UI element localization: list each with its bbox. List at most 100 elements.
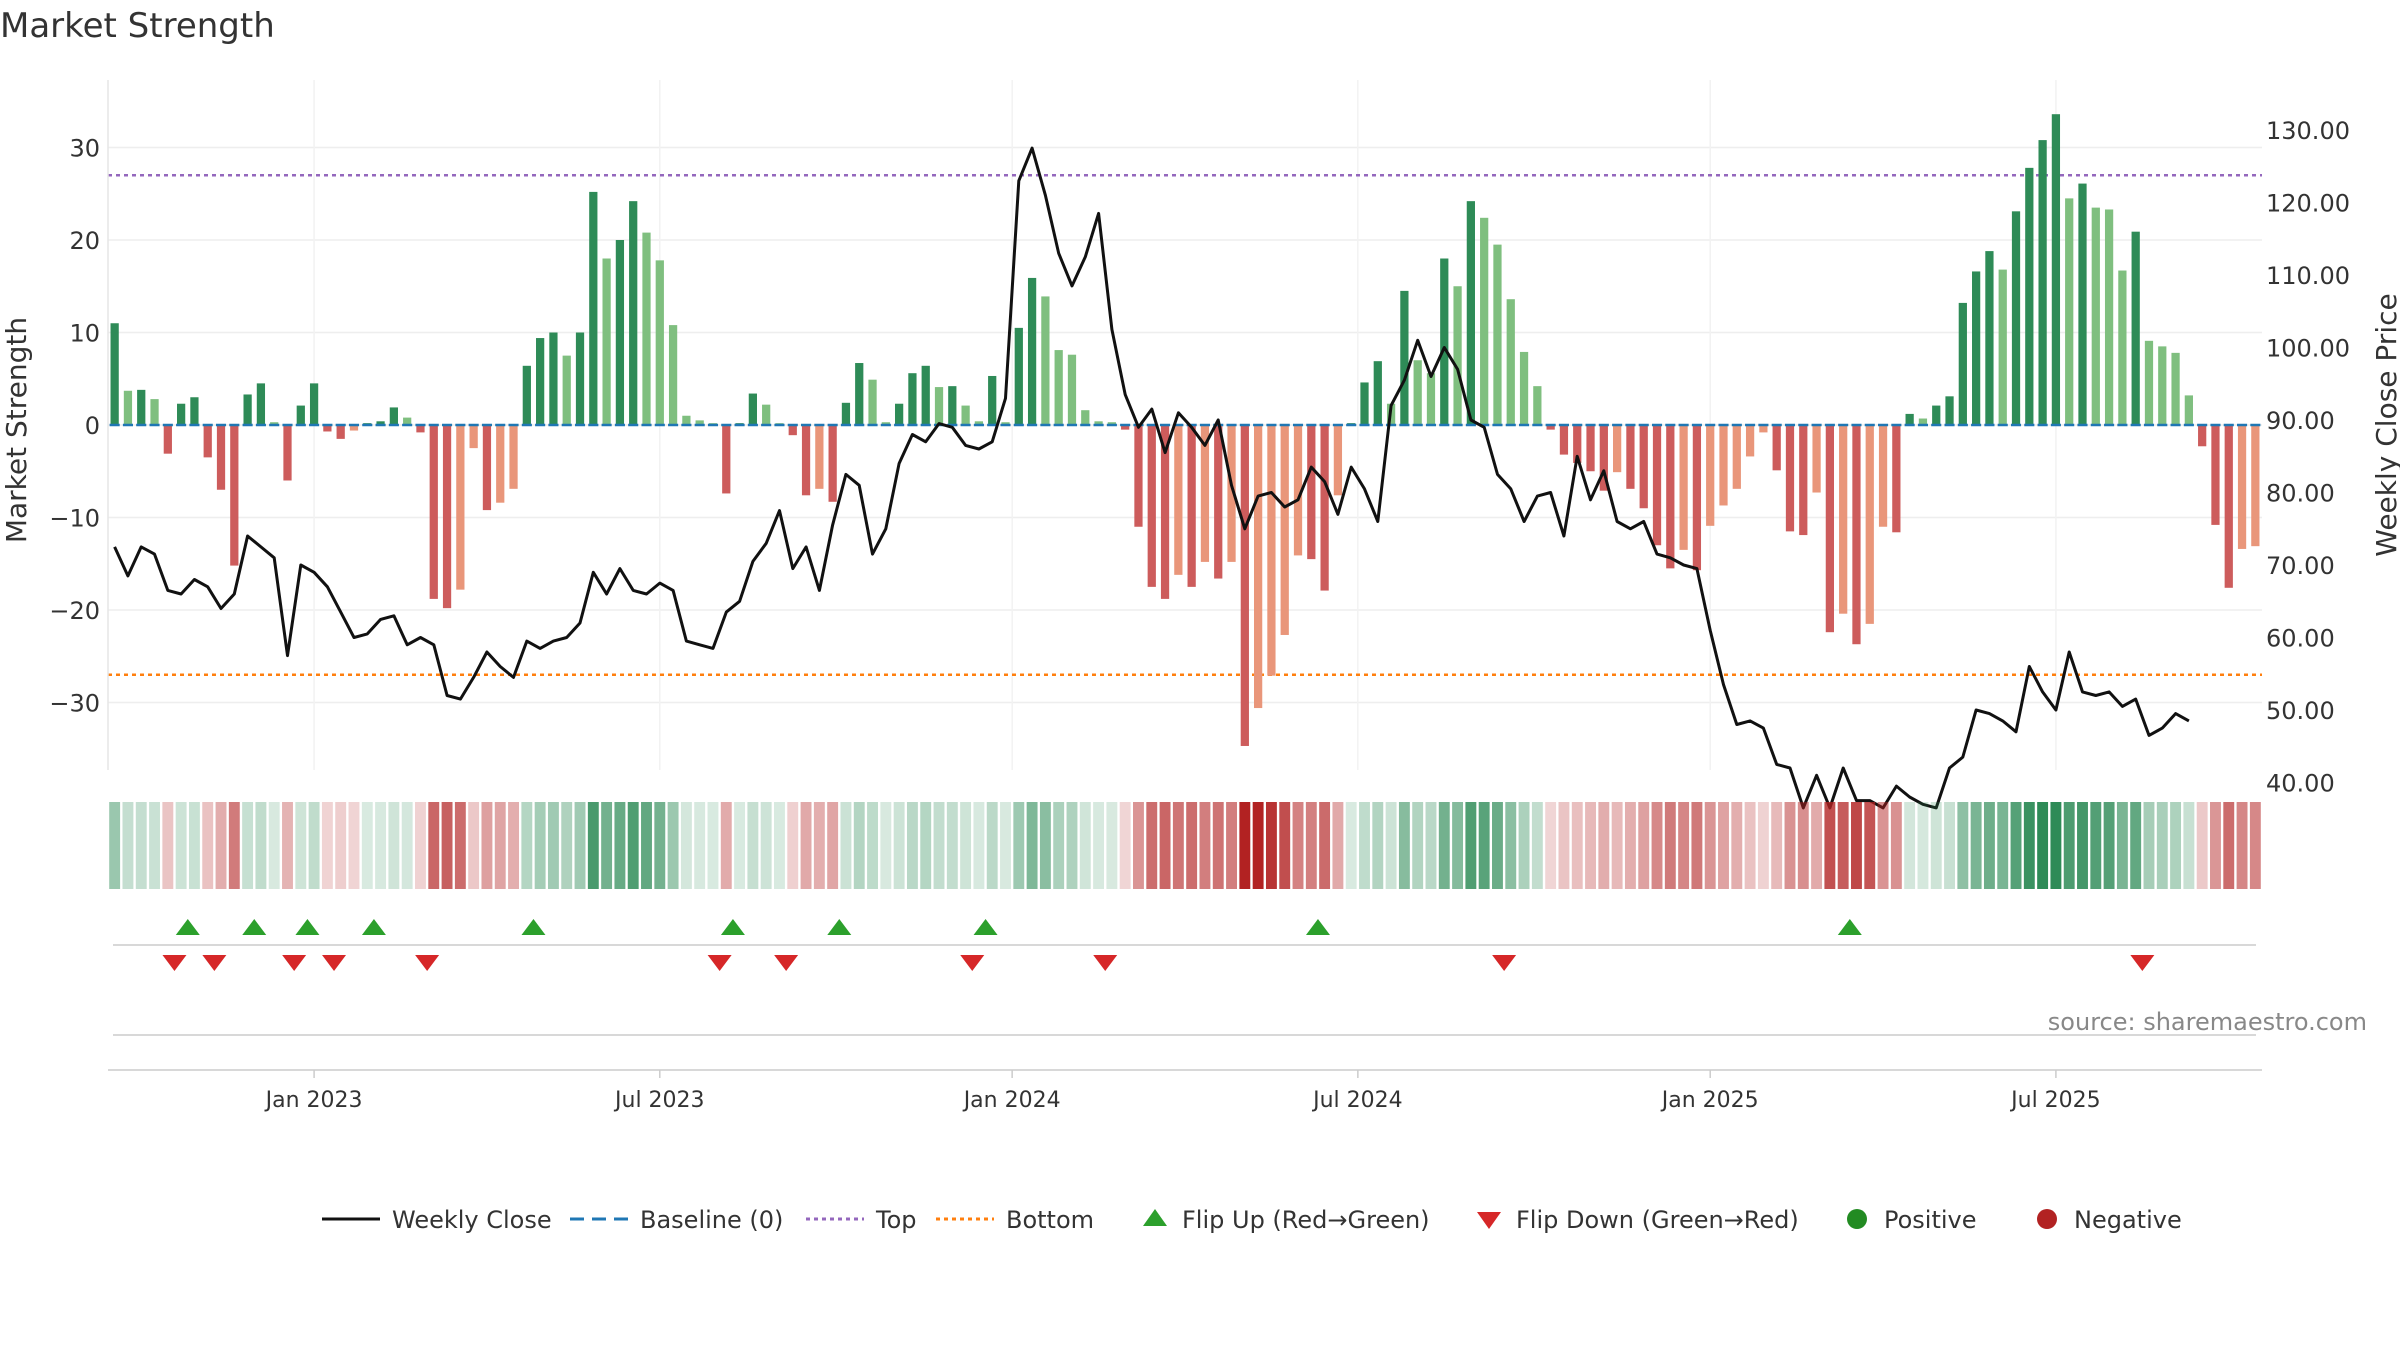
strength-bar	[1905, 413, 1914, 425]
strength-bar	[123, 390, 133, 425]
heat-cell	[1345, 802, 1357, 889]
flip-down-marker	[322, 955, 347, 971]
strength-bar	[1200, 425, 1210, 562]
heat-cell	[893, 802, 905, 889]
heat-cell	[401, 802, 413, 889]
legend-label: Baseline (0)	[640, 1206, 783, 1234]
heat-cell	[1159, 802, 1171, 889]
heat-cell	[1385, 802, 1397, 889]
heat-cell	[720, 802, 732, 889]
heat-cell	[973, 802, 985, 889]
heat-cell	[933, 802, 945, 889]
right-tick-label: 130.00	[2266, 117, 2350, 145]
heat-cell	[2130, 802, 2142, 889]
strength-bar	[1679, 425, 1688, 550]
right-tick-label: 120.00	[2266, 190, 2350, 218]
legend-swatch-flip-up	[1143, 1209, 1167, 1226]
heat-cell	[867, 802, 878, 889]
flip-down-marker	[1492, 955, 1517, 971]
heat-cell	[335, 802, 347, 889]
strength-bar	[868, 379, 877, 425]
heat-cell	[481, 802, 493, 889]
strength-bar	[2251, 425, 2260, 547]
heat-cell	[2023, 802, 2035, 889]
strength-bar	[270, 422, 279, 425]
heat-cell	[242, 802, 254, 889]
strength-bar	[1586, 425, 1595, 472]
flip-down-marker	[1093, 955, 1118, 971]
heat-cell	[1545, 802, 1557, 889]
flip-down-marker	[282, 955, 307, 971]
heat-cell	[388, 802, 400, 889]
strength-bar	[1652, 425, 1662, 546]
strength-bar	[2131, 231, 2140, 425]
strength-bar	[615, 240, 625, 425]
legend-label: Flip Up (Red→Green)	[1182, 1206, 1430, 1234]
strength-bar	[1745, 425, 1755, 457]
flip-down-marker	[202, 955, 227, 971]
heat-cell	[282, 802, 293, 889]
chart-title: Market Strength	[0, 6, 275, 46]
strength-bar	[549, 332, 558, 425]
left-tick-label: 30	[69, 135, 100, 163]
strength-bar	[1174, 425, 1183, 575]
heat-cell	[2223, 802, 2235, 889]
heat-cell	[627, 802, 639, 889]
heat-cell	[1571, 802, 1583, 889]
heat-cell	[813, 802, 825, 889]
heat-cell	[1531, 802, 1543, 889]
strength-bar	[1666, 425, 1675, 569]
strength-bar	[1519, 351, 1529, 425]
heat-cell	[1066, 802, 1078, 889]
flip-up-marker	[1837, 919, 1862, 935]
heat-cell	[1757, 802, 1769, 889]
strength-bar	[2011, 211, 2021, 425]
strength-bar	[137, 389, 146, 425]
strength-bar	[110, 323, 119, 425]
x-tick-label: Jul 2024	[1311, 1088, 1403, 1113]
legend-label: Bottom	[1006, 1206, 1094, 1234]
right-tick-label: 50.00	[2266, 697, 2335, 725]
heat-cell	[734, 802, 746, 889]
strength-bar	[2065, 198, 2074, 425]
strength-bar	[1440, 258, 1449, 425]
heat-cell	[1186, 802, 1198, 889]
heat-cell	[441, 802, 453, 889]
strength-bar	[1785, 425, 1795, 532]
strength-bar	[722, 425, 731, 494]
strength-bar	[1812, 425, 1821, 493]
strength-bar	[429, 425, 438, 599]
heat-cell	[1744, 802, 1756, 889]
strength-bar	[668, 325, 678, 425]
heat-cell	[162, 802, 174, 889]
strength-bar	[881, 422, 890, 425]
x-tick-label: Jul 2025	[2009, 1088, 2101, 1113]
strength-bar	[2104, 209, 2114, 425]
heat-cell	[1904, 802, 1916, 889]
heat-cell	[1093, 802, 1105, 889]
heat-cell	[906, 802, 918, 889]
strength-bar	[1706, 425, 1715, 526]
strength-bar	[921, 365, 930, 425]
strength-bar	[1559, 425, 1569, 455]
strength-bar	[655, 260, 664, 425]
heat-cell	[1651, 802, 1663, 889]
heat-cell	[1000, 802, 1011, 889]
strength-bar	[1825, 425, 1834, 633]
heat-cell	[1598, 802, 1610, 889]
right-tick-label: 80.00	[2266, 480, 2335, 508]
right-tick-label: 90.00	[2266, 407, 2335, 435]
heat-cell	[1465, 802, 1477, 889]
strength-bar	[562, 355, 571, 425]
heat-cell	[1252, 802, 1264, 889]
heat-cell	[561, 802, 573, 889]
strength-bar	[1972, 271, 1981, 425]
heat-cell	[468, 802, 480, 889]
flip-up-marker	[242, 919, 267, 935]
right-tick-label: 110.00	[2266, 262, 2350, 290]
strength-bar	[349, 425, 359, 431]
heat-cell	[2249, 802, 2261, 889]
heat-cell	[375, 802, 387, 889]
heat-cell	[1239, 802, 1251, 889]
heat-cell	[667, 802, 679, 889]
